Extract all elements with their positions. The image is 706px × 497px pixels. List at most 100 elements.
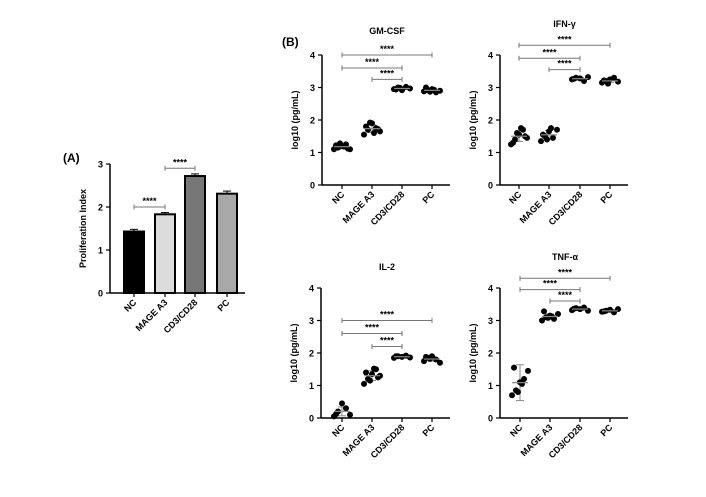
data-point: [605, 80, 611, 87]
x-tick-label: NC: [330, 189, 347, 206]
data-point: [538, 138, 544, 145]
data-point: [339, 400, 345, 407]
data-point: [515, 389, 521, 395]
y-tick-label: 1: [98, 246, 103, 256]
y-tick-label: 3: [310, 83, 315, 93]
y-axis-label: log10 (pg/mL): [290, 91, 300, 150]
data-point: [521, 376, 527, 382]
y-tick-label: 3: [309, 316, 314, 326]
data-point: [371, 365, 377, 372]
data-point: [510, 139, 516, 146]
data-point: [525, 367, 531, 374]
data-point: [363, 123, 369, 130]
y-tick-label: 3: [488, 316, 493, 326]
data-point: [509, 392, 515, 399]
data-point: [371, 130, 377, 136]
data-point: [347, 411, 353, 418]
y-tick-label: 3: [98, 160, 103, 170]
data-point: [367, 119, 373, 126]
data-point: [581, 78, 587, 84]
x-tick-label: NC: [507, 189, 524, 206]
data-point: [437, 359, 443, 366]
y-tick-label: 4: [310, 51, 315, 61]
significance-label: ****: [173, 157, 188, 167]
data-point: [337, 140, 343, 147]
x-tick-label: NC: [122, 297, 139, 314]
data-point: [539, 317, 545, 324]
significance-label: ****: [365, 57, 380, 67]
x-tick-label: PC: [420, 189, 436, 205]
data-point: [555, 311, 561, 317]
data-point: [514, 130, 520, 136]
data-point: [519, 380, 525, 387]
data-point: [548, 125, 554, 132]
data-point: [615, 78, 621, 85]
y-tick-label: 0: [98, 289, 103, 299]
chart-title: IL-2: [379, 262, 395, 272]
data-point: [367, 377, 373, 384]
bar: [123, 230, 145, 294]
y-tick-label: 1: [310, 148, 315, 158]
significance-label: ****: [380, 336, 395, 346]
y-axis-label: log10 (pg/mL): [468, 324, 478, 383]
significance-label: ****: [558, 267, 573, 277]
y-tick-label: 4: [309, 284, 314, 294]
bar: [154, 213, 176, 294]
x-tick-label: CD3/CD28: [547, 189, 585, 227]
data-point: [554, 126, 560, 133]
y-tick-label: 3: [488, 83, 493, 93]
panel-label: (A): [63, 151, 80, 165]
chart-title: TNF-α: [552, 252, 578, 262]
data-point: [361, 131, 367, 138]
x-tick-label: NC: [508, 422, 525, 439]
y-tick-label: 0: [488, 181, 493, 191]
x-tick-label: PC: [420, 422, 436, 438]
significance-label: ****: [543, 279, 558, 289]
data-point: [333, 411, 339, 418]
y-tick-label: 2: [310, 116, 315, 126]
data-point: [611, 74, 617, 81]
data-point: [511, 364, 517, 371]
x-tick-label: PC: [215, 297, 231, 313]
x-tick-label: PC: [598, 189, 614, 205]
significance-label: ****: [557, 59, 572, 69]
y-tick-label: 4: [488, 51, 493, 61]
data-point: [518, 125, 524, 132]
significance-label: ****: [142, 196, 157, 206]
significance-label: ****: [365, 323, 380, 333]
data-point: [541, 308, 547, 315]
y-tick-label: 2: [488, 349, 493, 359]
x-tick-label: NC: [330, 422, 347, 439]
data-point: [397, 84, 403, 91]
panel-label: (B): [282, 35, 299, 49]
data-point: [544, 136, 550, 143]
significance-label: ****: [542, 47, 557, 57]
bar: [216, 192, 238, 294]
data-point: [363, 369, 369, 376]
y-tick-label: 1: [309, 381, 314, 391]
y-tick-label: 2: [309, 349, 314, 359]
y-tick-label: 0: [310, 181, 315, 191]
y-axis-label: log10 (pg/mL): [289, 324, 299, 383]
y-tick-label: 4: [488, 284, 493, 294]
data-point: [407, 354, 413, 361]
chart-title: GM-CSF: [369, 26, 405, 36]
data-point: [550, 134, 556, 141]
significance-label: ****: [380, 68, 395, 78]
y-tick-label: 2: [98, 203, 103, 213]
significance-label: ****: [380, 310, 395, 320]
data-point: [361, 380, 367, 387]
significance-label: ****: [380, 44, 395, 54]
y-tick-label: 1: [488, 381, 493, 391]
y-axis-label: Proliferation Index: [78, 189, 88, 268]
y-tick-label: 0: [488, 414, 493, 424]
x-tick-label: PC: [598, 422, 614, 438]
chart-title: IFN-γ: [553, 19, 576, 29]
y-tick-label: 2: [488, 116, 493, 126]
